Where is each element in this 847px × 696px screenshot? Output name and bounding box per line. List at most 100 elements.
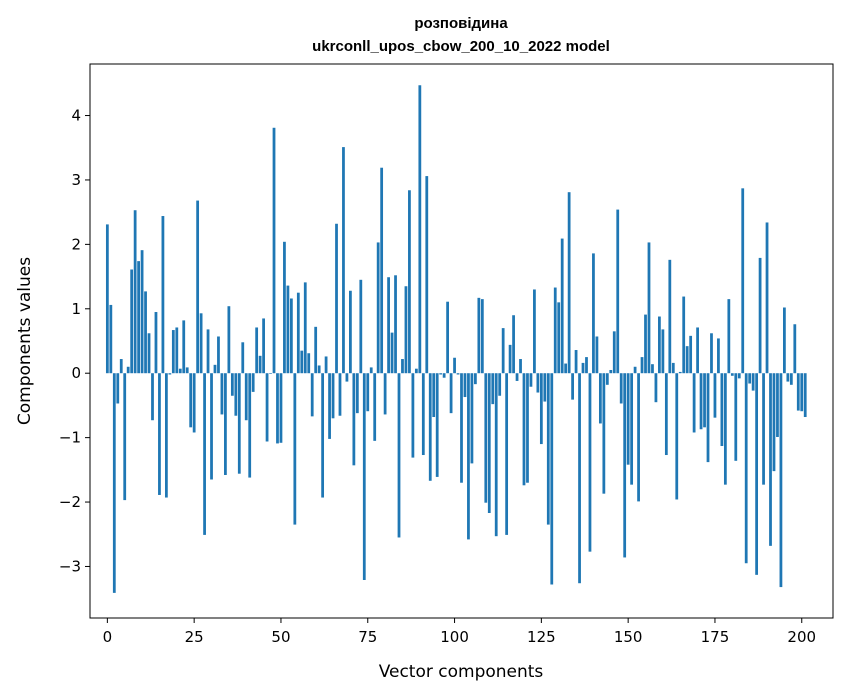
bar-8 [133,210,137,374]
bar-55 [296,292,300,374]
bar-16 [161,216,165,374]
bar-68 [342,147,345,374]
bar-27 [199,313,203,374]
x-axis-label: Vector components [379,662,544,682]
bar-183 [741,188,745,374]
bar-43 [255,327,259,374]
bar-188 [758,257,762,374]
bar-85 [401,359,404,374]
bar-199 [796,373,800,411]
y-axis-label: Components values [15,257,35,425]
bar-52 [286,285,290,374]
bar-28 [203,373,206,535]
bar-177 [720,373,724,447]
bar-107 [477,297,481,374]
x-tick-label: 50 [271,628,290,646]
bar-44 [258,355,262,374]
bar-15 [158,373,161,495]
bar-159 [658,316,661,374]
bar-5 [123,373,127,501]
x-tick-label: 75 [358,628,377,646]
bar-184 [744,373,748,564]
x-tick-label: 0 [103,628,113,646]
bar-38 [237,373,241,474]
bar-0 [105,224,109,374]
bar-90 [418,85,422,374]
y-tick-label: −1 [59,429,81,447]
bar-64 [328,373,331,439]
bar-61 [317,365,321,374]
bar-154 [640,357,644,374]
bar-17 [164,373,168,498]
bar-82 [390,332,394,374]
bar-2 [112,373,116,593]
bar-23 [185,367,189,374]
bar-71 [352,373,356,466]
bar-163 [671,362,675,374]
x-tick-label: 25 [185,628,204,646]
bar-137 [581,362,585,374]
y-tick-label: 0 [71,364,81,382]
bar-78 [376,242,380,374]
bar-80 [383,373,387,415]
bar-134 [571,373,574,400]
bar-128 [550,373,554,585]
bar-178 [723,373,727,485]
y-tick-label: 2 [71,235,81,253]
bar-186 [751,373,755,391]
bar-12 [147,333,151,374]
bar-198 [793,324,797,374]
bar-180 [730,373,734,376]
bar-160 [661,329,665,374]
bar-182 [737,373,741,379]
bar-157 [651,364,654,374]
bar-104 [467,373,470,540]
bar-87 [408,190,411,374]
bar-54 [293,373,297,525]
bar-125 [539,373,543,445]
bar-22 [182,320,186,374]
bar-116 [508,344,512,374]
bar-98 [446,301,450,374]
bar-40 [244,373,248,421]
bar-36 [230,373,234,396]
x-tick-label: 175 [701,628,730,646]
bar-195 [783,307,786,374]
bar-187 [755,373,759,575]
bar-79 [380,167,384,374]
bar-39 [241,342,245,374]
bar-95 [435,373,439,477]
bar-37 [234,373,238,416]
bar-135 [574,350,578,374]
bar-76 [369,367,373,374]
bar-117 [512,315,515,374]
bar-151 [630,373,634,485]
bar-47 [269,373,272,374]
bar-158 [654,373,658,403]
bar-170 [696,327,699,374]
bar-171 [699,373,703,430]
bar-69 [345,373,349,382]
bar-48 [272,127,276,374]
bar-84 [397,373,401,538]
bar-50 [279,373,283,443]
bar-113 [498,373,502,396]
bar-24 [189,373,193,428]
bar-164 [675,373,679,500]
bar-168 [689,335,693,374]
bar-118 [515,373,519,381]
bar-1 [109,304,113,374]
bar-174 [710,333,713,374]
bar-121 [526,373,529,483]
bar-133 [567,192,571,374]
y-tick-label: 4 [71,107,81,125]
bar-45 [262,318,265,374]
x-tick-label: 125 [527,628,556,646]
bar-136 [578,373,581,584]
bar-63 [324,356,328,374]
y-tick-label: 1 [71,300,81,318]
bar-21 [178,368,182,374]
bar-25 [192,373,196,433]
bar-126 [543,373,547,402]
